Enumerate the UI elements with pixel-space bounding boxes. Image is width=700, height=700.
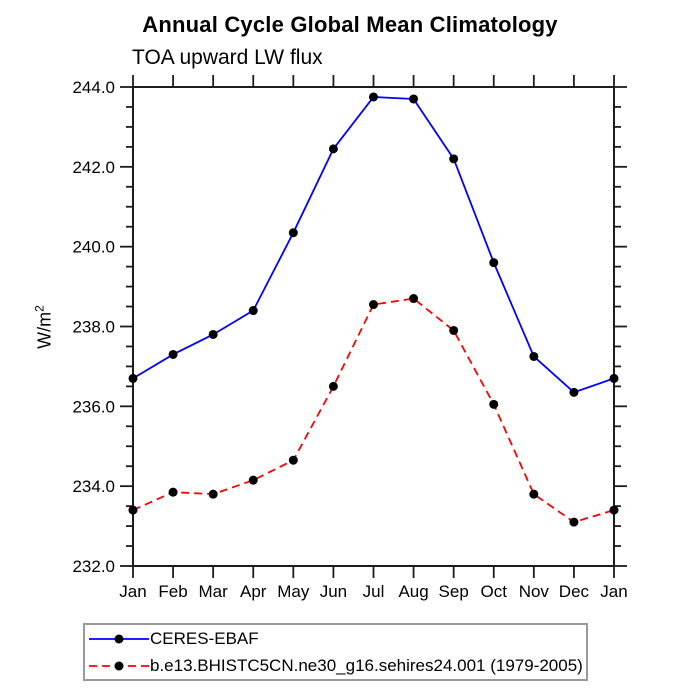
svg-text:242.0: 242.0 (72, 158, 115, 177)
svg-text:238.0: 238.0 (72, 318, 115, 337)
legend: CERES-EBAF b.e13.BHISTC5CN.ne30_g16.sehi… (83, 623, 588, 681)
svg-text:232.0: 232.0 (72, 557, 115, 576)
svg-text:Oct: Oct (481, 582, 508, 601)
svg-text:Aug: Aug (398, 582, 428, 601)
svg-text:Jan: Jan (119, 582, 146, 601)
legend-label-model: b.e13.BHISTC5CN.ne30_g16.sehires24.001 (… (150, 656, 583, 675)
x-ticks (132, 75, 615, 578)
svg-text:236.0: 236.0 (72, 397, 115, 416)
legend-solid-line-icon (89, 634, 149, 643)
svg-text:Apr: Apr (240, 582, 267, 601)
svg-text:234.0: 234.0 (72, 477, 115, 496)
svg-text:Jun: Jun (320, 582, 347, 601)
y-tick-labels: 232.0 234.0 236.0 238.0 240.0 242.0 244.0 (72, 78, 115, 576)
svg-text:Feb: Feb (158, 582, 187, 601)
svg-text:244.0: 244.0 (72, 78, 115, 97)
series-model (128, 294, 619, 527)
x-tick-labels: Jan Feb Mar Apr May Jun Jul Aug Sep Oct Nov Dec Jan (119, 582, 627, 601)
svg-text:Dec: Dec (559, 582, 590, 601)
chart-subtitle: TOA upward LW flux (132, 46, 323, 69)
svg-text:Sep: Sep (439, 582, 469, 601)
svg-text:May: May (277, 582, 310, 601)
chart-title: Annual Cycle Global Mean Climatology (142, 12, 558, 37)
svg-text:Mar: Mar (199, 582, 229, 601)
legend-item-observation: CERES-EBAF (88, 625, 586, 652)
series-ceres-ebaf (128, 92, 619, 397)
legend-dashed-line-icon (89, 661, 149, 670)
svg-text:Nov: Nov (519, 582, 550, 601)
legend-item-model: b.e13.BHISTC5CN.ne30_g16.sehires24.001 (… (88, 652, 586, 679)
plot-frame (132, 86, 615, 567)
svg-text:240.0: 240.0 (72, 238, 115, 257)
svg-text:Jan: Jan (600, 582, 627, 601)
svg-text:Jul: Jul (363, 582, 385, 601)
legend-label-observation: CERES-EBAF (150, 629, 259, 648)
